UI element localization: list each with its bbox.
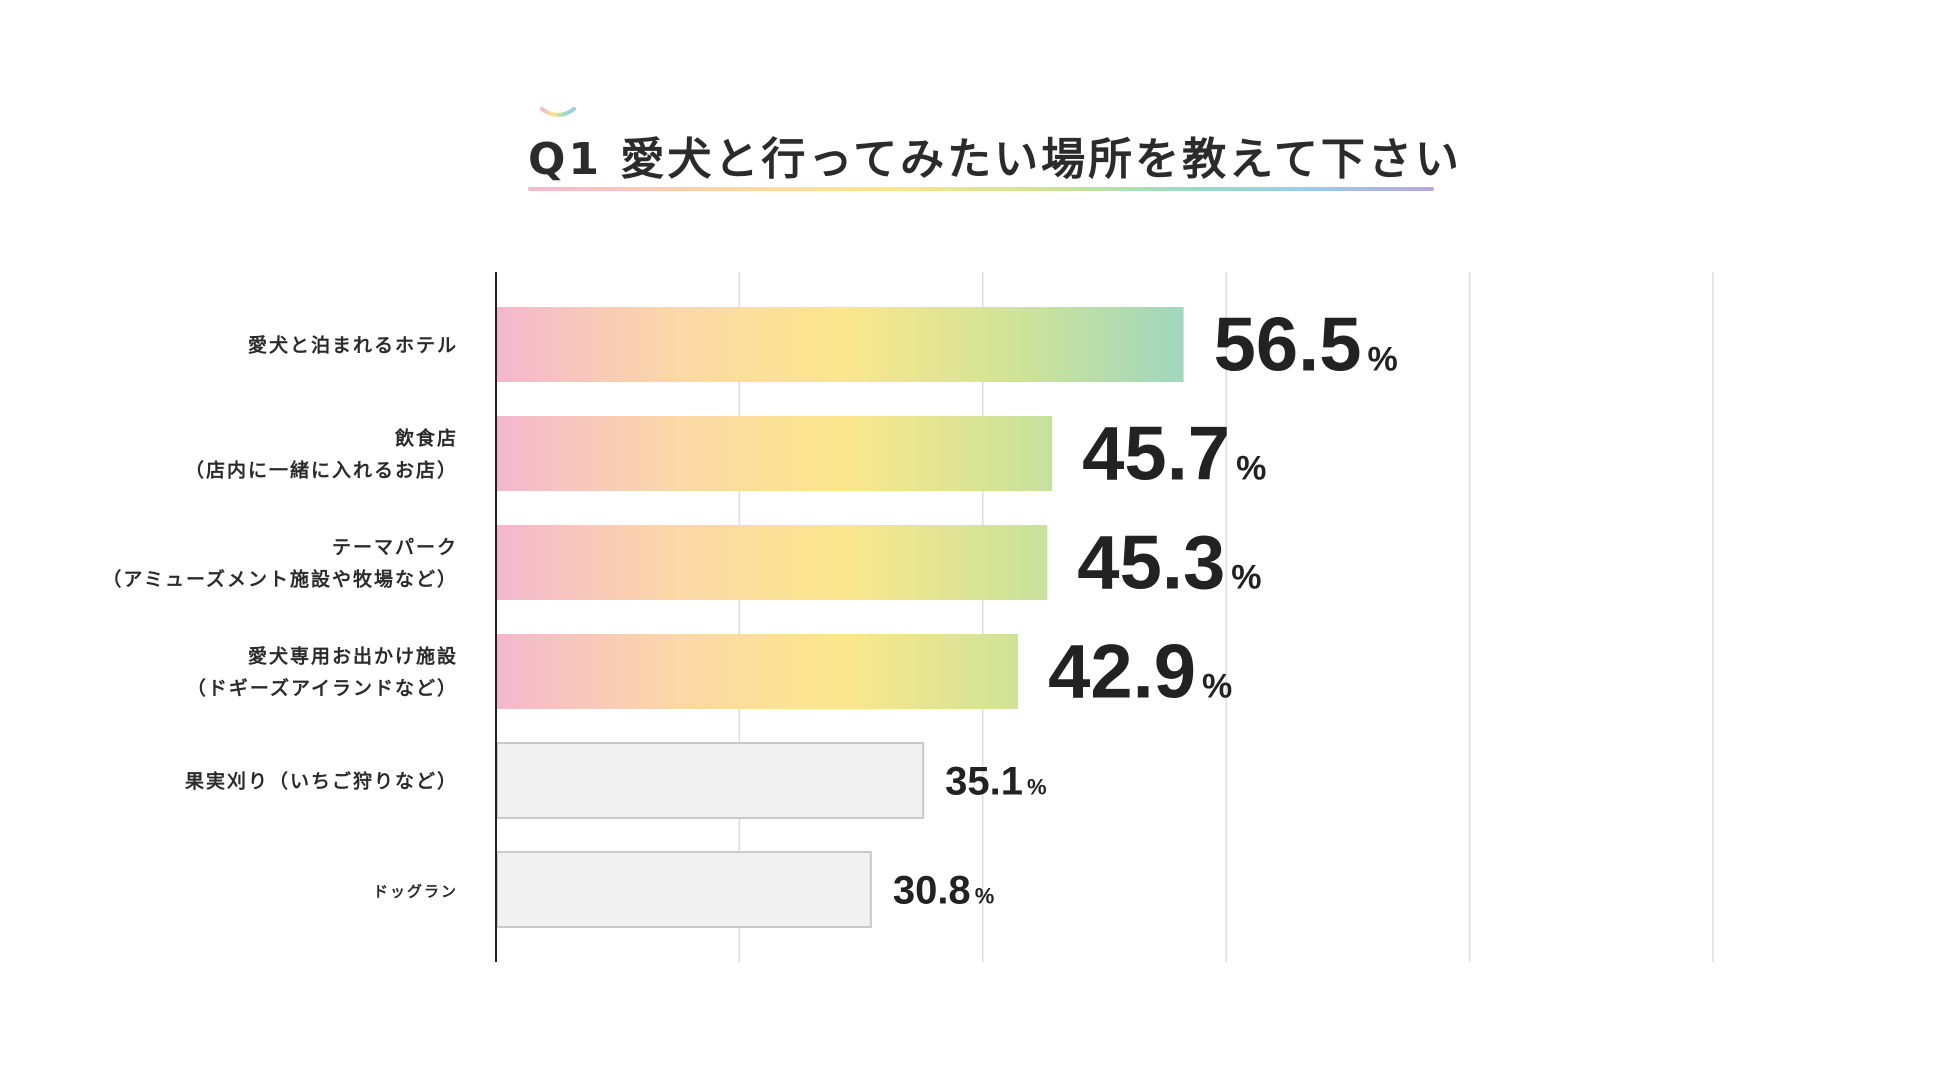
value-label: 45.3% <box>1077 521 1261 606</box>
category-label: ドッグラン <box>373 883 458 901</box>
bar <box>497 416 1053 491</box>
category-label: 愛犬と泊まれるホテル <box>248 334 458 357</box>
category-label: （ドギーズアイランドなど） <box>187 677 458 700</box>
bar <box>497 525 1048 600</box>
category-label: 飲食店 <box>394 427 458 450</box>
category-label: 愛犬専用お出かけ施設 <box>248 645 458 668</box>
value-label: 56.5% <box>1214 303 1398 388</box>
bar <box>497 307 1184 382</box>
category-label: テーマパーク <box>332 537 458 559</box>
smile-arc-icon <box>540 107 576 117</box>
chart-title: Q1 愛犬と行ってみたい場所を教えて下さい <box>528 134 1462 185</box>
bars <box>496 307 1184 928</box>
value-label: 30.8% <box>893 869 994 913</box>
bar <box>497 634 1019 709</box>
bar <box>496 742 925 819</box>
value-label: 45.7% <box>1082 412 1266 497</box>
title-underline <box>528 187 1434 191</box>
category-label: （アミューズメント施設や牧場など） <box>102 568 458 591</box>
value-label: 42.9% <box>1048 630 1232 715</box>
chart-title-block: Q1 愛犬と行ってみたい場所を教えて下さい <box>528 105 1462 195</box>
value-labels: 56.5 % 45.7 % 45.3 % 42.9 % 35.1 % 30.8% <box>893 303 1398 913</box>
bar <box>496 851 872 928</box>
grid-lines <box>738 272 1714 962</box>
category-label: 果実刈り（いちご狩りなど） <box>184 770 458 793</box>
value-label: 35.1% <box>945 760 1046 804</box>
category-label: （店内に一緒に入れるお店） <box>185 459 458 482</box>
